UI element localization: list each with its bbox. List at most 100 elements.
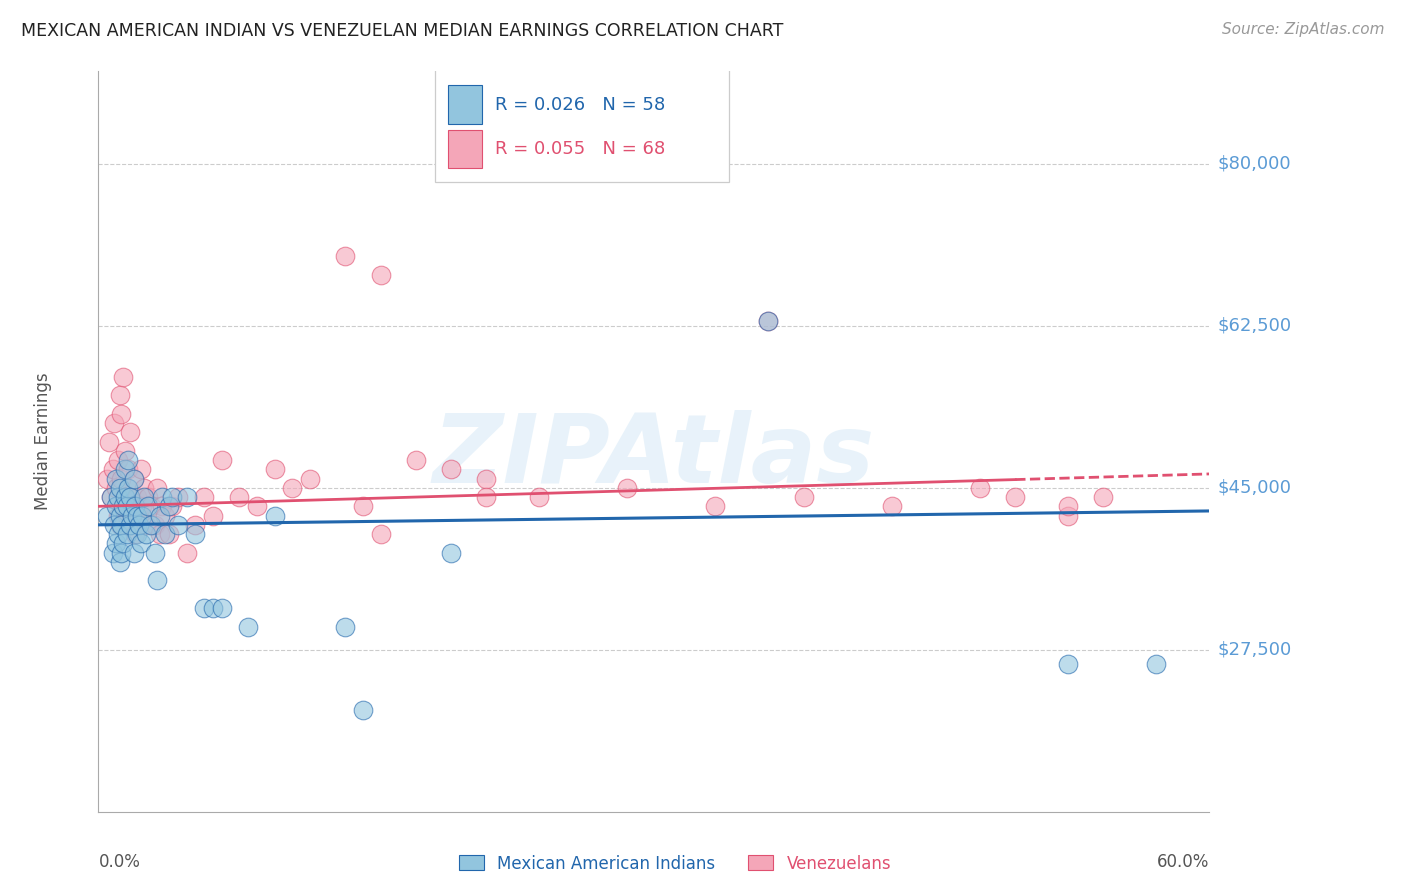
Point [335,249,357,264]
Text: 0.0%: 0.0% [98,854,141,871]
Point [135,527,157,541]
Point [281,481,304,495]
Point [155,508,177,523]
Point [131,500,153,514]
Text: R = 0.055   N = 68: R = 0.055 N = 68 [495,140,665,158]
Point [103,517,125,532]
Point [112,369,135,384]
Point [112,536,135,550]
Point [134,490,156,504]
Point [370,527,392,541]
Point [124,527,146,541]
Point [122,471,145,485]
Point [121,500,143,514]
Point [107,508,129,523]
Point [127,527,149,541]
Point [112,500,135,514]
Text: 60.0%: 60.0% [1157,854,1209,871]
Point [184,527,207,541]
Point [128,517,150,532]
Point [110,407,132,421]
Point [263,508,285,523]
Point [370,268,392,282]
Point [143,545,166,560]
Point [120,425,142,440]
Text: MEXICAN AMERICAN INDIAN VS VENEZUELAN MEDIAN EARNINGS CORRELATION CHART: MEXICAN AMERICAN INDIAN VS VENEZUELAN ME… [21,22,783,40]
Point [127,490,149,504]
Text: $45,000: $45,000 [1218,479,1292,497]
Point [202,601,225,615]
Point [127,508,149,523]
Point [107,453,129,467]
Point [162,490,184,504]
Point [103,416,125,430]
Point [149,527,172,541]
Point [1057,657,1080,671]
Point [108,481,131,495]
Point [115,508,138,523]
Point [120,490,142,504]
Point [96,471,118,485]
Point [184,517,207,532]
Point [166,517,188,532]
Point [758,314,780,328]
Text: Source: ZipAtlas.com: Source: ZipAtlas.com [1222,22,1385,37]
Point [135,517,157,532]
Point [131,508,153,523]
Point [150,500,173,514]
Point [105,481,128,495]
Point [793,490,815,504]
Point [129,462,152,476]
Point [108,508,131,523]
Text: R = 0.026   N = 58: R = 0.026 N = 58 [495,95,665,113]
Point [440,545,463,560]
Point [96,508,118,523]
Point [114,490,136,504]
Point [101,545,124,560]
Point [120,517,142,532]
Point [136,490,159,504]
Point [335,620,357,634]
Point [120,490,142,504]
Point [176,545,198,560]
Point [211,453,233,467]
Point [616,481,638,495]
Point [145,574,167,588]
Point [352,500,374,514]
Bar [449,130,482,169]
Point [107,490,129,504]
Point [298,471,321,485]
Point [110,471,132,485]
Point [134,481,156,495]
Point [108,555,131,569]
Point [105,471,128,485]
Point [108,517,131,532]
Point [117,462,139,476]
Point [101,462,124,476]
Point [141,517,163,532]
Bar [434,70,730,182]
Point [228,490,250,504]
Point [124,500,146,514]
Point [100,490,122,504]
Point [758,314,780,328]
Point [141,500,163,514]
Point [157,527,180,541]
Bar [449,86,482,124]
Point [880,500,903,514]
Point [1092,490,1115,504]
Point [100,490,122,504]
Point [105,500,128,514]
Point [145,481,167,495]
Point [176,490,198,504]
Point [704,500,727,514]
Point [238,620,260,634]
Point [166,490,188,504]
Point [157,500,180,514]
Point [1057,500,1080,514]
Legend: Mexican American Indians, Venezuelans: Mexican American Indians, Venezuelans [451,848,898,880]
Point [263,462,285,476]
Point [149,508,172,523]
Point [114,462,136,476]
Point [150,490,173,504]
